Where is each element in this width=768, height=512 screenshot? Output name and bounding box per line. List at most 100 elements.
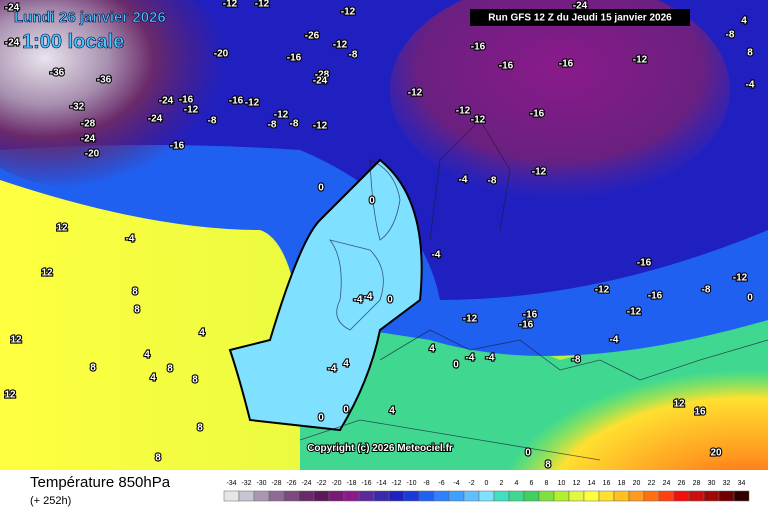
isotherm-label: 12 <box>4 390 16 401</box>
scale-swatch <box>733 490 750 502</box>
isotherm-label: 0 <box>747 293 753 304</box>
isotherm-label: -12 <box>627 307 642 318</box>
scale-swatch <box>688 490 705 502</box>
isotherm-label: -12 <box>733 273 748 284</box>
date: Lundi 26 janvier 2026 <box>14 9 166 26</box>
isotherm-label: 4 <box>389 406 395 417</box>
scale-swatch <box>223 490 240 502</box>
scale-label: -28 <box>271 480 281 487</box>
isotherm-label: 8 <box>747 48 753 59</box>
footer-title: Température 850hPa <box>30 474 171 491</box>
scale-label: 8 <box>545 480 549 487</box>
scale-swatch <box>313 490 330 502</box>
isotherm-label: -16 <box>559 59 574 70</box>
scale-swatch <box>373 490 390 502</box>
isotherm-label: -4 <box>459 175 468 186</box>
scale-label: -32 <box>241 480 251 487</box>
scale-label: -6 <box>438 480 444 487</box>
isotherm-label: -8 <box>208 116 217 127</box>
isotherm-label: -24 <box>5 38 20 49</box>
scale-swatch <box>538 490 555 502</box>
isotherm-label: -16 <box>519 320 534 331</box>
scale-label: 12 <box>573 480 581 487</box>
scale-swatch <box>433 490 450 502</box>
isotherm-label: 8 <box>155 453 161 464</box>
scale-swatch <box>343 490 360 502</box>
scale-label: 28 <box>693 480 701 487</box>
isotherm-label: -16 <box>170 141 185 152</box>
isotherm-label: -12 <box>274 110 289 121</box>
coastlines <box>299 119 768 461</box>
isotherm-label: -12 <box>184 105 199 116</box>
isotherm-label: -12 <box>532 167 547 178</box>
isotherm-label: 0 <box>318 183 324 194</box>
scale-label: -4 <box>453 480 459 487</box>
isotherm-label: -16 <box>523 310 538 321</box>
isotherm-label: -12 <box>245 98 260 109</box>
isotherm-label: -12 <box>255 0 270 10</box>
scale-swatch <box>613 490 630 502</box>
isotherm-label: -8 <box>702 285 711 296</box>
isotherm-label: 4 <box>199 328 205 339</box>
scale-swatch <box>643 490 660 502</box>
scale-swatch <box>403 490 420 502</box>
isotherm-label: -24 <box>148 114 163 125</box>
scale-swatch <box>418 490 435 502</box>
isotherm-label: -4 <box>354 295 363 306</box>
run-info: Run GFS 12 Z du Jeudi 15 janvier 2026 <box>488 13 672 24</box>
isotherm-label: -4 <box>486 353 495 364</box>
isotherm-label: -12 <box>471 115 486 126</box>
isotherm-label: -16 <box>179 95 194 106</box>
scale-label: 2 <box>500 480 504 487</box>
scale-swatch <box>328 490 345 502</box>
scale-label: 20 <box>633 480 641 487</box>
isotherm-label: -4 <box>610 335 619 346</box>
isotherm-label: -8 <box>572 355 581 366</box>
isotherm-label: 0 <box>369 196 375 207</box>
isotherm-label: -24 <box>81 134 96 145</box>
isotherm-label: -16 <box>499 61 514 72</box>
isotherm-label: 4 <box>741 16 747 27</box>
isotherm-label: 12 <box>10 335 22 346</box>
scale-label: -12 <box>391 480 401 487</box>
isotherm-label: -36 <box>50 68 65 79</box>
isotherm-label: 8 <box>167 364 173 375</box>
scale-label: 0 <box>485 480 489 487</box>
scale-swatch <box>628 490 645 502</box>
scale-swatch <box>523 490 540 502</box>
isotherm-label: -16 <box>530 109 545 120</box>
isotherm-label: -28 <box>81 119 96 130</box>
scale-label: 32 <box>723 480 731 487</box>
scale-swatch <box>568 490 585 502</box>
isotherm-label: 8 <box>192 375 198 386</box>
scale-swatch <box>658 490 675 502</box>
scale-label: 22 <box>648 480 656 487</box>
isotherm-label: -8 <box>726 30 735 41</box>
scale-swatch <box>283 490 300 502</box>
scale-label: -34 <box>226 480 236 487</box>
scale-swatch <box>508 490 525 502</box>
cold-core-nw <box>0 0 240 190</box>
isotherm-label: -4 <box>466 353 475 364</box>
isotherm-label: 16 <box>694 407 706 418</box>
isotherm-label: 8 <box>545 460 551 471</box>
scale-label: -14 <box>376 480 386 487</box>
scale-label: -16 <box>361 480 371 487</box>
scale-swatch <box>673 490 690 502</box>
isotherm-label: -4 <box>364 292 373 303</box>
copyright: Copyright (c) 2026 Meteociel.fr <box>307 443 453 454</box>
isotherm-label: -24 <box>313 76 328 87</box>
isotherm-label: 12 <box>673 399 685 410</box>
cold-core-ne <box>390 0 730 200</box>
scale-swatch <box>253 490 270 502</box>
scale-label: 6 <box>530 480 534 487</box>
isotherm-label: -32 <box>70 102 85 113</box>
local-time: 1:00 locale <box>22 31 124 53</box>
scale-swatch <box>493 490 510 502</box>
isotherm-label: 0 <box>343 405 349 416</box>
scale-swatch <box>388 490 405 502</box>
scale-label: 10 <box>558 480 566 487</box>
isotherm-label: -28 <box>315 70 330 81</box>
scale-label: 16 <box>603 480 611 487</box>
cold-tongue <box>228 158 423 432</box>
